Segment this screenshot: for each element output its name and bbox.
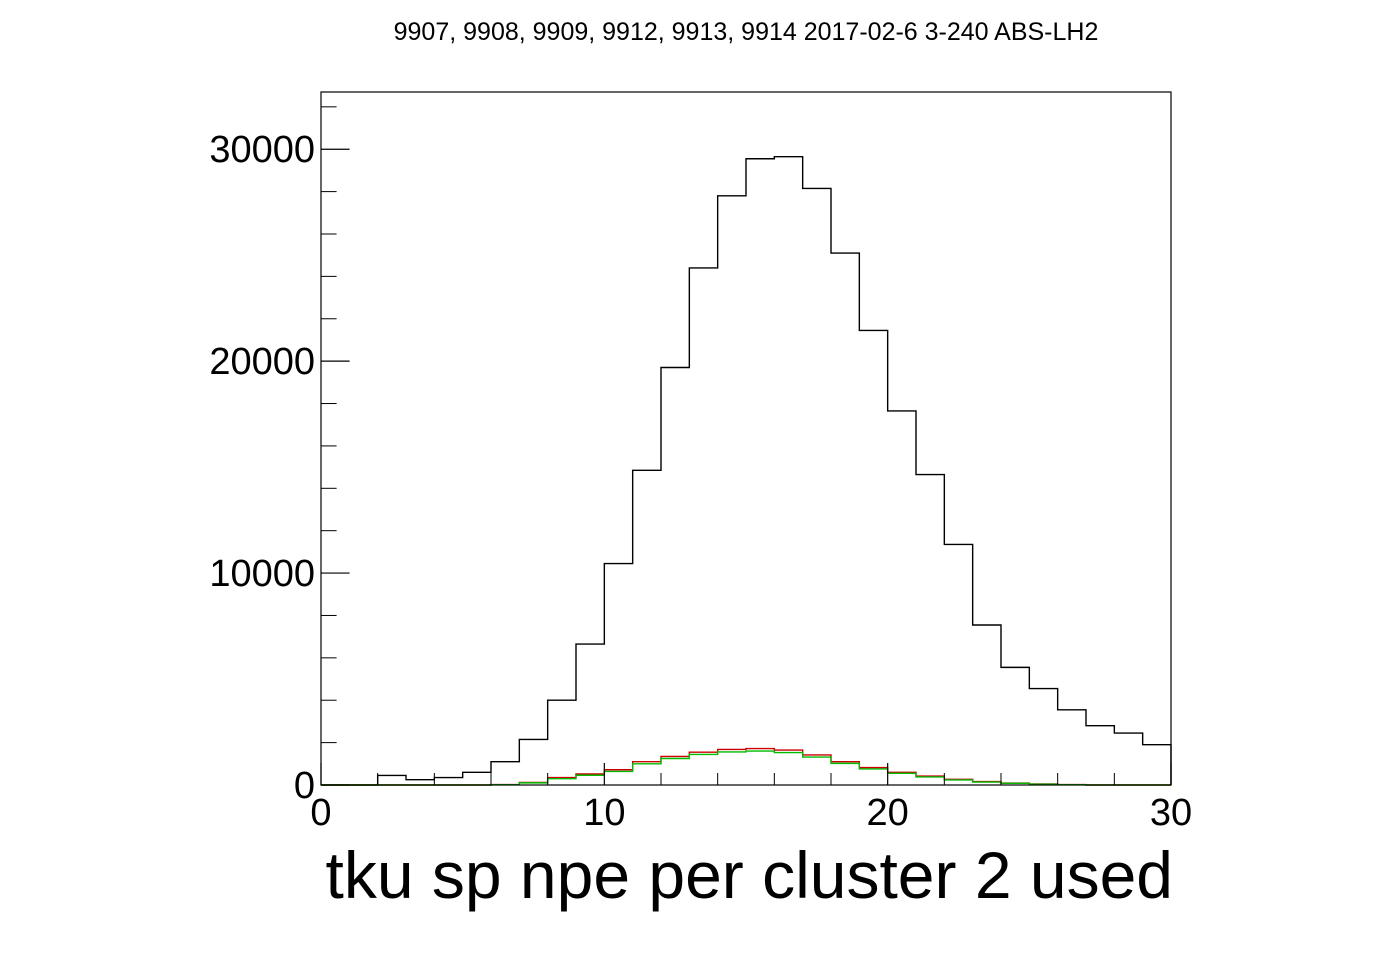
x-tick-label: 10 — [583, 792, 625, 834]
histogram-series-2 — [321, 750, 1171, 786]
x-tick-label: 30 — [1150, 792, 1192, 834]
y-tick-label: 20000 — [209, 341, 315, 383]
x-axis-label: tku sp npe per cluster 2 used — [326, 838, 1174, 912]
histogram-series-0 — [321, 155, 1172, 786]
histogram-series-1 — [321, 747, 1171, 786]
y-tick-label: 0 — [294, 765, 315, 807]
histogram-layer — [321, 155, 1172, 786]
x-tick-label: 0 — [310, 792, 331, 834]
y-tick-label: 30000 — [209, 129, 315, 171]
x-tick-label: 20 — [867, 792, 909, 834]
plot-frame — [320, 91, 1172, 786]
chart-title: 9907, 9908, 9909, 9912, 9913, 9914 2017-… — [394, 18, 1099, 46]
y-tick-label: 10000 — [209, 553, 315, 595]
axis-layer: 0 10 20 30 0 10000 20000 30000 — [209, 106, 1192, 834]
